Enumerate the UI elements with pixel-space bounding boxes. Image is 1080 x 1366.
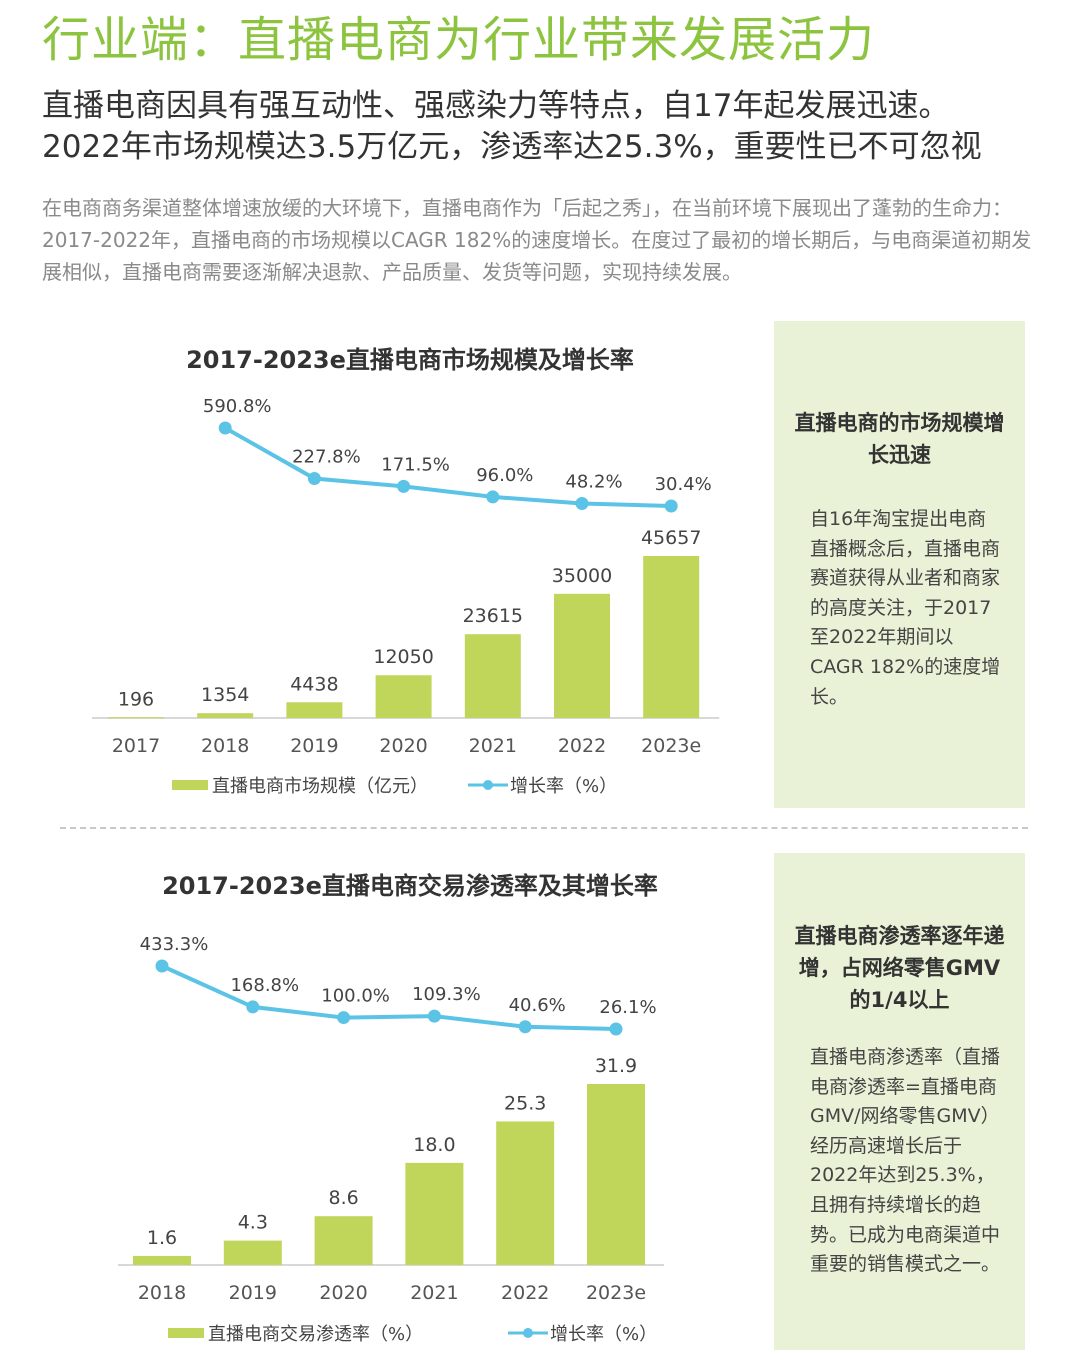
x-tick-2017: 2017 — [112, 735, 160, 757]
growth-label-2023e: 26.1% — [599, 997, 656, 1018]
bar-label-2018: 1354 — [201, 684, 249, 706]
subtitle-line-2: 2022年市场规模达3.5万亿元，渗透率达25.3%，重要性已不可忽视 — [42, 129, 982, 165]
growth-label-2020: 171.5% — [381, 454, 450, 475]
x-tick-2022: 2022 — [558, 735, 606, 757]
page-subtitle: 直播电商因具有强互动性、强感染力等特点，自17年起发展迅速。 2022年市场规模… — [42, 86, 982, 168]
chart2-legend-bar: 直播电商交易渗透率（%） — [168, 1320, 423, 1346]
bar-label-2020: 12050 — [373, 646, 433, 668]
side1-heading: 直播电商的市场规模增长迅速 — [794, 411, 1005, 467]
growth-label-2023e: 30.4% — [655, 474, 712, 495]
growth-line — [224, 426, 672, 508]
bar-2019 — [286, 702, 343, 718]
growth-label-2019: 168.8% — [230, 975, 299, 996]
intro-paragraph: 在电商商务渠道整体增速放缓的大环境下，直播电商作为「后起之秀」，在当前环境下展现… — [42, 196, 1032, 284]
chart2-plot: 1.6 2018 4.3 2019 8.6 2020 18.0 2021 25.3 2022 31.… — [118, 934, 664, 1304]
growth-label-2021: 96.0% — [476, 465, 533, 486]
side2-heading: 直播电商渗透率逐年递增，占网络零售GMV的1/4以上 — [794, 924, 1005, 1012]
bar-label-2021: 18.0 — [413, 1134, 455, 1156]
bar-2023e — [587, 1084, 645, 1265]
bar-2020 — [375, 675, 432, 718]
growth-point-2020 — [337, 1011, 351, 1025]
legend-line-swatch — [468, 780, 508, 790]
growth-point-2018 — [155, 959, 169, 973]
growth-point-2021 — [486, 490, 500, 504]
bar-2021 — [464, 634, 521, 718]
legend-bar-swatch — [172, 780, 208, 790]
bar-2020 — [314, 1216, 373, 1265]
section-divider — [60, 827, 1028, 829]
growth-label-2019: 227.8% — [292, 447, 361, 468]
bar-label-2023e: 31.9 — [595, 1055, 637, 1077]
bar-2022 — [554, 593, 610, 718]
x-tick-2018: 2018 — [138, 1282, 186, 1304]
growth-label-2021: 109.3% — [412, 984, 481, 1005]
growth-point-2022 — [518, 1020, 532, 1034]
growth-label-2020: 100.0% — [321, 986, 390, 1007]
growth-point-2023e — [609, 1022, 623, 1036]
bar-label-2017: 196 — [118, 688, 154, 710]
x-tick-2020: 2020 — [319, 1282, 367, 1304]
growth-line — [161, 964, 617, 1031]
bar-label-2021: 23615 — [463, 605, 523, 627]
x-tick-2023e: 2023e — [586, 1282, 646, 1304]
bar-label-2019: 4438 — [290, 673, 338, 695]
x-tick-2022: 2022 — [501, 1282, 549, 1304]
chart1-legend-bar: 直播电商市场规模（亿元） — [172, 772, 428, 798]
x-tick-2023e: 2023e — [641, 735, 701, 757]
chart1-plot: 196 2017 1354 2018 4438 2019 12050 2020 23615 202… — [92, 396, 720, 757]
growth-point-2018 — [218, 421, 232, 435]
side-panel-penetration: 直播电商渗透率逐年递增，占网络零售GMV的1/4以上 直播电商渗透率（直播电商渗… — [774, 853, 1025, 1350]
growth-label-2018: 590.8% — [203, 396, 272, 417]
bar-2018 — [133, 1255, 191, 1265]
bar-2017 — [108, 717, 164, 719]
x-tick-2021: 2021 — [469, 735, 517, 757]
bar-label-2023e: 45657 — [641, 527, 701, 549]
side2-body: 直播电商渗透率（直播电商渗透率=直播电商GMV/网络零售GMV）经历高速增长后于… — [810, 1046, 1001, 1276]
bar-label-2022: 35000 — [552, 565, 612, 587]
subtitle-line-1: 直播电商因具有强互动性、强感染力等特点，自17年起发展迅速。 — [42, 88, 950, 124]
growth-point-2021 — [427, 1009, 441, 1023]
x-tick-2018: 2018 — [201, 735, 249, 757]
x-tick-2019: 2019 — [290, 735, 338, 757]
bar-2019 — [223, 1240, 282, 1265]
bar-label-2019: 4.3 — [238, 1212, 268, 1234]
legend-bar-swatch — [168, 1328, 204, 1338]
growth-label-2022: 40.6% — [509, 995, 566, 1016]
chart2-legend-line: 增长率（%） — [508, 1320, 657, 1346]
bar-label-2020: 8.6 — [328, 1187, 358, 1209]
side1-body: 自16年淘宝提出电商直播概念后，直播电商赛道获得从业者和商家的高度关注，于201… — [810, 508, 1001, 708]
chart2-title: 2017-2023e直播电商交易渗透率及其增长率 — [162, 872, 658, 900]
chart1-title: 2017-2023e直播电商市场规模及增长率 — [186, 346, 634, 374]
bar-label-2022: 25.3 — [504, 1092, 546, 1114]
bar-2018 — [197, 713, 254, 718]
bar-2022 — [496, 1121, 555, 1265]
page-title: 行业端：直播电商为行业带来发展活力 — [42, 12, 876, 68]
x-tick-2021: 2021 — [410, 1282, 458, 1304]
growth-point-2020 — [397, 479, 411, 493]
growth-point-2023e — [664, 499, 678, 513]
x-tick-2019: 2019 — [229, 1282, 277, 1304]
bar-2021 — [405, 1162, 464, 1265]
growth-point-2019 — [246, 1000, 260, 1014]
side-panel-market-size: 直播电商的市场规模增长迅速 自16年淘宝提出电商直播概念后，直播电商赛道获得从业… — [774, 321, 1025, 808]
legend-line-swatch — [508, 1328, 548, 1338]
growth-label-2018: 433.3% — [140, 934, 209, 955]
growth-label-2022: 48.2% — [565, 472, 622, 493]
chart1-legend-line: 增长率（%） — [468, 772, 617, 798]
growth-point-2019 — [307, 472, 321, 486]
bar-2023e — [643, 556, 700, 718]
x-tick-2020: 2020 — [379, 735, 427, 757]
growth-point-2022 — [575, 497, 589, 511]
bar-label-2018: 1.6 — [147, 1227, 177, 1249]
